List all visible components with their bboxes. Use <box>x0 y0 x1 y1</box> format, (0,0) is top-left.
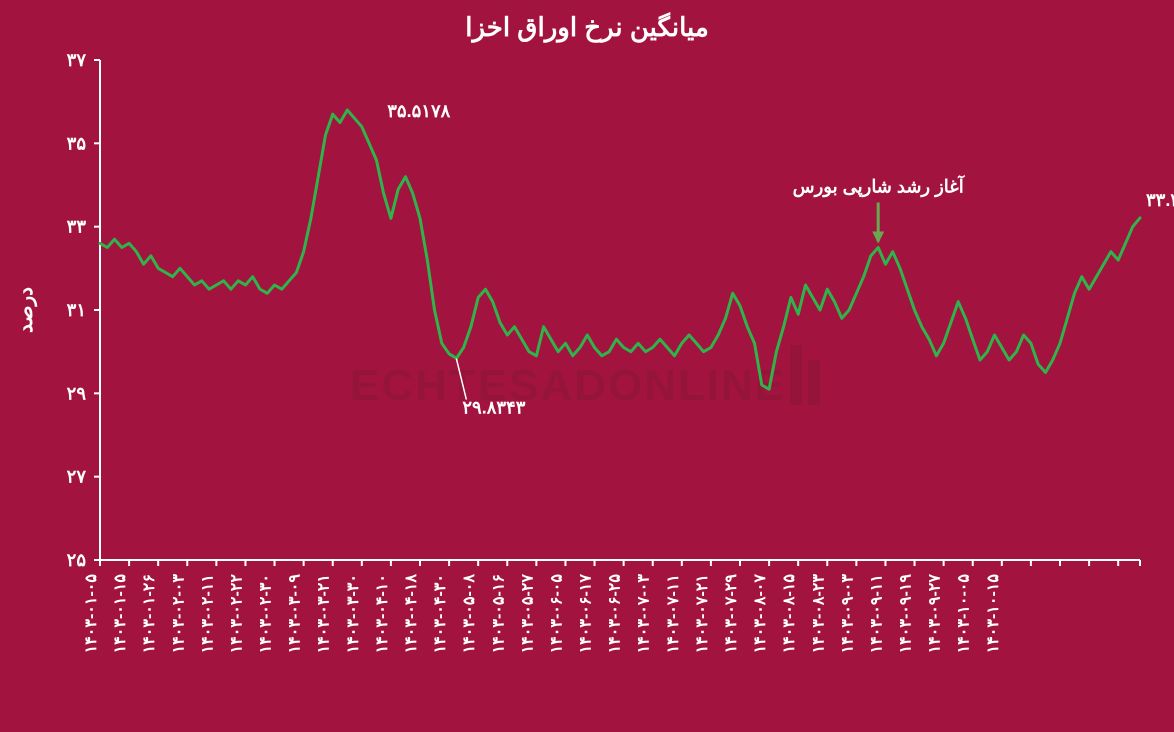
x-tick: ۱۴۰۳-۰۲-۳۰ <box>258 574 275 653</box>
svg-text:۱۴۰۳-۰۴-۱۰: ۱۴۰۳-۰۴-۱۰ <box>374 574 391 653</box>
x-tick: ۱۴۰۳-۰۸-۲۳ <box>810 574 827 654</box>
x-tick: ۱۴۰۳-۰۵-۱۶ <box>490 574 507 653</box>
svg-text:۱۴۰۳-۰۲-۰۳: ۱۴۰۳-۰۲-۰۳ <box>170 574 187 654</box>
svg-text:۱۴۰۳-۰۹-۲۷: ۱۴۰۳-۰۹-۲۷ <box>927 574 944 654</box>
x-tick: ۱۴۰۳-۰۹-۰۳ <box>839 574 856 654</box>
svg-text:۲۵: ۲۵ <box>67 550 87 570</box>
svg-text:۱۴۰۳-۰۶-۰۵: ۱۴۰۳-۰۶-۰۵ <box>548 574 565 654</box>
x-tick: ۱۴۰۳-۰۵-۰۸ <box>461 574 478 654</box>
svg-text:۱۴۰۳-۰۸-۰۷: ۱۴۰۳-۰۸-۰۷ <box>752 574 769 654</box>
x-tick: ۱۴۰۳-۰۷-۱۱ <box>665 574 682 653</box>
watermark: ECHTESADONLINE <box>350 361 786 410</box>
y-tick: ۲۵ <box>67 550 87 570</box>
svg-text:۱۴۰۳-۰۶-۲۵: ۱۴۰۳-۰۶-۲۵ <box>607 574 624 654</box>
x-tick: ۱۴۰۳-۰۵-۲۷ <box>519 574 536 654</box>
svg-text:۱۴۰۳-۰۱-۱۵: ۱۴۰۳-۰۱-۱۵ <box>112 574 129 654</box>
svg-text:۱۴۰۳-۰۲-۱۱: ۱۴۰۳-۰۲-۱۱ <box>199 574 216 653</box>
annotation-label: ۲۹.۸۳۴۳ <box>462 398 525 418</box>
svg-text:۱۴۰۳-۰۷-۰۳: ۱۴۰۳-۰۷-۰۳ <box>636 574 653 654</box>
y-axis-label: درصد <box>15 287 38 333</box>
x-tick: ۱۴۰۳-۰۲-۲۲ <box>228 574 245 654</box>
x-tick: ۱۴۰۳-۰۴-۱۰ <box>374 574 391 653</box>
x-tick: ۱۴۰۳-۰۸-۱۵ <box>781 574 798 654</box>
x-tick: ۱۴۰۳-۰۷-۲۱ <box>694 574 711 653</box>
x-tick: ۱۴۰۳-۰۲-۰۳ <box>170 574 187 654</box>
svg-text:۲۹: ۲۹ <box>67 383 87 403</box>
svg-text:۱۴۰۳-۰۴-۳۰: ۱۴۰۳-۰۴-۳۰ <box>432 574 449 653</box>
svg-text:۱۴۰۳-۰۷-۲۱: ۱۴۰۳-۰۷-۲۱ <box>694 574 711 653</box>
svg-text:۱۴۰۳-۰۶-۱۷: ۱۴۰۳-۰۶-۱۷ <box>578 574 595 654</box>
svg-text:۱۴۰۳-۰۳-۰۹: ۱۴۰۳-۰۳-۰۹ <box>287 574 304 654</box>
y-tick: ۲۷ <box>67 467 87 487</box>
svg-text:۳۱: ۳۱ <box>67 300 86 320</box>
svg-text:۱۴۰۳-۰۷-۲۹: ۱۴۰۳-۰۷-۲۹ <box>723 574 740 654</box>
svg-text:۱۴۰۳-۰۳-۲۱: ۱۴۰۳-۰۳-۲۱ <box>316 574 333 653</box>
x-tick: ۱۴۰۳-۰۹-۱۱ <box>868 574 885 653</box>
svg-text:۲۷: ۲۷ <box>67 467 87 487</box>
svg-text:۱۴۰۳-۰۲-۲۲: ۱۴۰۳-۰۲-۲۲ <box>228 574 245 654</box>
y-tick: ۲۹ <box>67 383 87 403</box>
x-tick: ۱۴۰۳-۰۶-۱۷ <box>578 574 595 654</box>
svg-text:۳۳: ۳۳ <box>67 217 87 237</box>
svg-text:۱۴۰۳-۰۵-۰۸: ۱۴۰۳-۰۵-۰۸ <box>461 574 478 654</box>
annotation-label: آغاز رشد شارپی بورس <box>793 175 966 198</box>
x-tick: ۱۴۰۳-۱۰-۱۵ <box>985 574 1002 654</box>
svg-text:۱۴۰۳-۰۴-۱۸: ۱۴۰۳-۰۴-۱۸ <box>403 574 420 654</box>
line-chart: ECHTESADONLINE ۲۵ ۲۷ ۲۹ ۳۱ ۳۳ ۳۵ ۳۷ ۱۴۰۳-۰۱-۰۵ ۱۴… <box>0 0 1174 732</box>
x-tick: ۱۴۰۳-۰۱-۲۶ <box>141 574 158 653</box>
svg-text:۱۴۰۳-۱۰-۱۵: ۱۴۰۳-۱۰-۱۵ <box>985 574 1002 654</box>
svg-text:۱۴۰۳-۰۱-۲۶: ۱۴۰۳-۰۱-۲۶ <box>141 574 158 653</box>
x-tick: ۱۴۰۳-۰۱-۱۵ <box>112 574 129 654</box>
svg-text:۱۴۰۳-۰۱-۰۵: ۱۴۰۳-۰۱-۰۵ <box>83 574 100 654</box>
x-tick: ۱۴۰۳-۰۳-۳۰ <box>345 574 362 653</box>
svg-text:۱۴۰۳-۰۸-۱۵: ۱۴۰۳-۰۸-۱۵ <box>781 574 798 654</box>
svg-text:۳۵: ۳۵ <box>67 133 87 153</box>
x-tick: ۱۴۰۳-۰۳-۰۹ <box>287 574 304 654</box>
x-tick: ۱۴۰۳-۰۷-۰۳ <box>636 574 653 654</box>
svg-text:۳۷: ۳۷ <box>67 50 87 70</box>
svg-text:۱۴۰۳-۰۹-۰۳: ۱۴۰۳-۰۹-۰۳ <box>839 574 856 654</box>
svg-text:۱۴۰۳-۰۹-۱۹: ۱۴۰۳-۰۹-۱۹ <box>898 574 915 654</box>
svg-text:۱۴۰۳-۰۸-۲۳: ۱۴۰۳-۰۸-۲۳ <box>810 574 827 654</box>
y-tick: ۳۳ <box>67 217 87 237</box>
chart-title: میانگین نرخ اوراق اخزا <box>465 12 709 43</box>
x-tick: ۱۴۰۳-۰۶-۰۵ <box>548 574 565 654</box>
annotation-label: ۳۵.۵۱۷۸ <box>387 101 450 121</box>
x-tick: ۱۴۰۳-۰۴-۱۸ <box>403 574 420 654</box>
x-tick: ۱۴۰۳-۰۱-۰۵ <box>83 574 100 654</box>
y-tick: ۳۷ <box>67 50 87 70</box>
y-tick: ۳۵ <box>67 133 87 153</box>
x-tick: ۱۴۰۳-۱۰-۰۵ <box>956 574 973 654</box>
x-tick: ۱۴۰۳-۰۸-۰۷ <box>752 574 769 654</box>
x-tick: ۱۴۰۳-۰۷-۲۹ <box>723 574 740 654</box>
annotation-label: ۳۳.۲۱ <box>1146 190 1174 210</box>
svg-text:۱۴۰۳-۰۹-۱۱: ۱۴۰۳-۰۹-۱۱ <box>868 574 885 653</box>
x-tick: ۱۴۰۳-۰۲-۱۱ <box>199 574 216 653</box>
svg-text:۱۴۰۳-۰۷-۱۱: ۱۴۰۳-۰۷-۱۱ <box>665 574 682 653</box>
svg-text:۱۴۰۳-۰۳-۳۰: ۱۴۰۳-۰۳-۳۰ <box>345 574 362 653</box>
y-tick: ۳۱ <box>67 300 86 320</box>
x-tick: ۱۴۰۳-۰۶-۲۵ <box>607 574 624 654</box>
svg-text:۱۴۰۳-۰۲-۳۰: ۱۴۰۳-۰۲-۳۰ <box>258 574 275 653</box>
svg-text:۱۴۰۳-۱۰-۰۵: ۱۴۰۳-۱۰-۰۵ <box>956 574 973 654</box>
x-tick: ۱۴۰۳-۰۳-۲۱ <box>316 574 333 653</box>
x-tick: ۱۴۰۳-۰۴-۳۰ <box>432 574 449 653</box>
svg-text:۱۴۰۳-۰۵-۱۶: ۱۴۰۳-۰۵-۱۶ <box>490 574 507 653</box>
svg-text:۱۴۰۳-۰۵-۲۷: ۱۴۰۳-۰۵-۲۷ <box>519 574 536 654</box>
x-tick: ۱۴۰۳-۰۹-۱۹ <box>898 574 915 654</box>
x-tick: ۱۴۰۳-۰۹-۲۷ <box>927 574 944 654</box>
